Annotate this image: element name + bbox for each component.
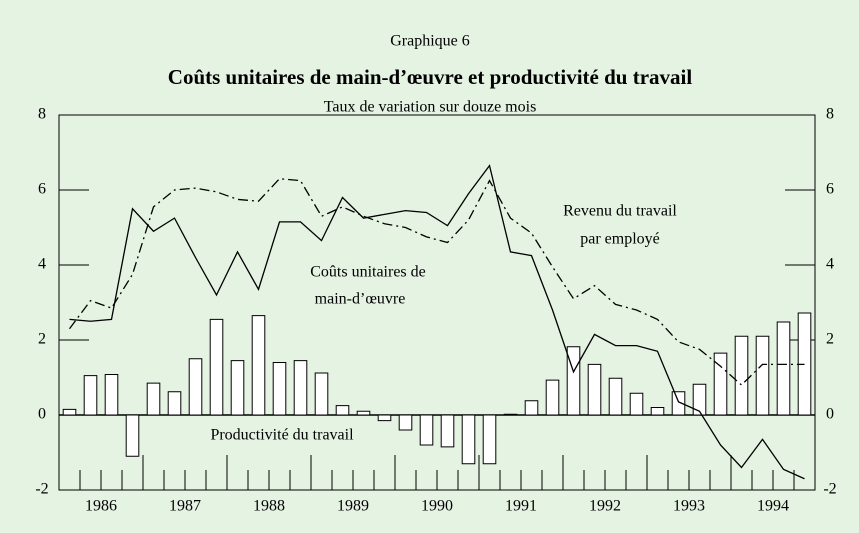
- chart-title: Coûts unitaires de main-d’œuvre et produ…: [168, 65, 693, 89]
- y2-tick-label: 4: [826, 256, 834, 273]
- bar: [587, 363, 602, 416]
- y2-tick-label: 0: [826, 406, 834, 423]
- bar: [671, 391, 686, 416]
- y2-tick-label: 6: [826, 181, 834, 198]
- bar: [167, 391, 182, 416]
- bar: [440, 414, 455, 448]
- bar: [209, 318, 224, 416]
- y-tick-label: 2: [38, 331, 46, 348]
- x-tick-label: 1992: [589, 498, 621, 515]
- y-tick-label: 4: [38, 256, 46, 273]
- y-tick-label: 0: [38, 406, 46, 423]
- bar: [776, 321, 791, 416]
- bar: [377, 414, 392, 422]
- x-tick-label: 1990: [421, 498, 453, 515]
- bar: [251, 315, 266, 416]
- x-tick-label: 1994: [757, 498, 789, 515]
- x-tick-label: 1988: [253, 498, 285, 515]
- bar: [188, 358, 203, 416]
- bar: [146, 382, 161, 416]
- line: [68, 178, 805, 386]
- x-tick-label: 1987: [169, 498, 201, 515]
- y2-tick-label: 2: [826, 331, 834, 348]
- bar: [62, 408, 77, 416]
- bar: [692, 383, 707, 416]
- bar: [461, 414, 476, 465]
- bar: [734, 335, 749, 416]
- bar: [83, 375, 98, 416]
- bar: [125, 414, 140, 457]
- bar: [713, 352, 728, 416]
- bar: [650, 407, 665, 416]
- bar: [545, 379, 560, 416]
- line: [69, 164, 805, 480]
- bar: [608, 377, 623, 416]
- x-tick-label: 1989: [337, 498, 369, 515]
- bar: [272, 362, 287, 416]
- bar: [314, 372, 329, 416]
- y-tick-label: 6: [38, 181, 46, 198]
- bar: [293, 360, 308, 416]
- bar: [419, 414, 434, 446]
- y-tick-label: -2: [35, 481, 48, 498]
- bar: [503, 413, 518, 416]
- chart-subtitle: Taux de variation sur douze mois: [324, 99, 537, 116]
- bar: [398, 414, 413, 431]
- plot-frame: [58, 114, 816, 491]
- chart-kicker: Graphique 6: [390, 33, 470, 50]
- x-tick-label: 1986: [85, 498, 117, 515]
- bar: [524, 400, 539, 416]
- y2-tick-label: -2: [823, 481, 836, 498]
- bar: [482, 414, 497, 465]
- bar: [629, 392, 644, 416]
- annotation: main-d’œuvre: [315, 291, 406, 308]
- y-tick-label: 8: [38, 106, 46, 123]
- x-tick-label: 1993: [673, 498, 705, 515]
- annotation: Productivité du travail: [210, 427, 354, 444]
- annotation: par employé: [580, 231, 660, 248]
- y2-tick-label: 8: [826, 106, 834, 123]
- annotation: Revenu du travail: [563, 203, 677, 220]
- bar: [104, 374, 119, 416]
- bar: [230, 360, 245, 416]
- bar: [755, 335, 770, 416]
- bar: [335, 405, 350, 416]
- bar: [356, 410, 371, 416]
- annotation: Coûts unitaires de: [310, 264, 426, 281]
- x-tick-label: 1991: [505, 498, 537, 515]
